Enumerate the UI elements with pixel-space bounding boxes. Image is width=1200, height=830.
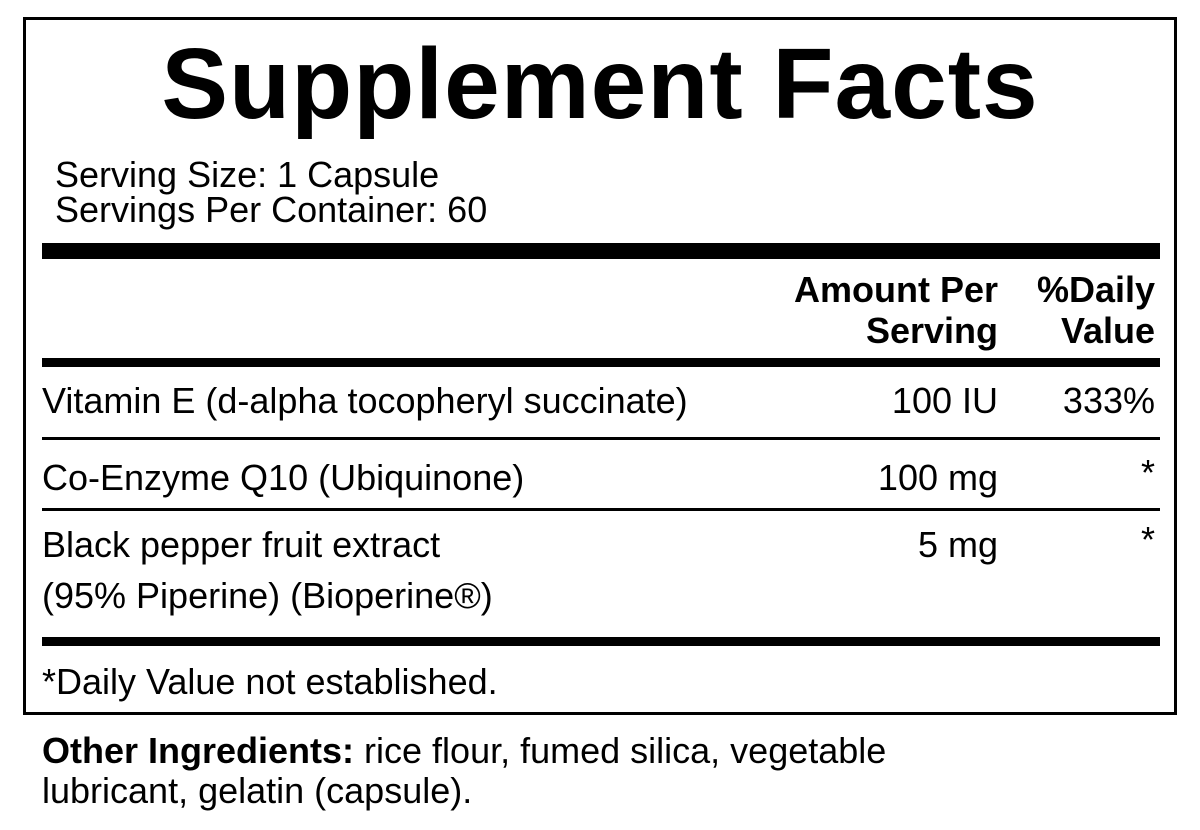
ingredient-amount: 5 mg [917,524,998,565]
ingredient-name-line1: Black pepper fruit extract [42,524,441,565]
other-ingredients-line1: Other Ingredients: rice flour, fumed sil… [42,733,886,769]
ingredient-dv: 333% [1062,380,1155,421]
ingredient-name: Vitamin E (d-alpha tocopheryl succinate) [42,380,688,421]
ingredient-name: Co-Enzyme Q10 (Ubiquinone) [42,457,525,498]
ingredient-dv: * [1140,452,1155,493]
thick-divider [42,243,1160,259]
ingredient-name-line2: (95% Piperine) (Bioperine®) [42,575,493,616]
amount-header-line2: Serving [865,310,998,351]
other-ingredients-text: rice flour, fumed silica, vegetable [354,730,887,771]
other-ingredients-line2: lubricant, gelatin (capsule). [42,770,473,811]
other-ingredients-label: Other Ingredients: [42,730,355,771]
ingredient-amount: 100 mg [877,457,998,498]
dv-header-line1: %Daily [1036,269,1155,310]
dv-header-line2: Value [1060,310,1155,351]
header-divider [42,358,1160,367]
row-divider [42,437,1160,440]
ingredient-dv: * [1140,519,1155,560]
footnote: *Daily Value not established. [42,661,498,702]
bottom-divider [42,637,1160,646]
amount-header-line1: Amount Per [793,269,998,310]
ingredient-amount: 100 IU [891,380,998,421]
panel-title: Supplement Facts [161,28,1039,140]
serving-size: Serving Size: 1 Capsule [55,154,440,195]
servings-per-container: Servings Per Container: 60 [55,189,488,230]
supplement-facts-panel [23,17,1177,715]
row-divider [42,508,1160,511]
